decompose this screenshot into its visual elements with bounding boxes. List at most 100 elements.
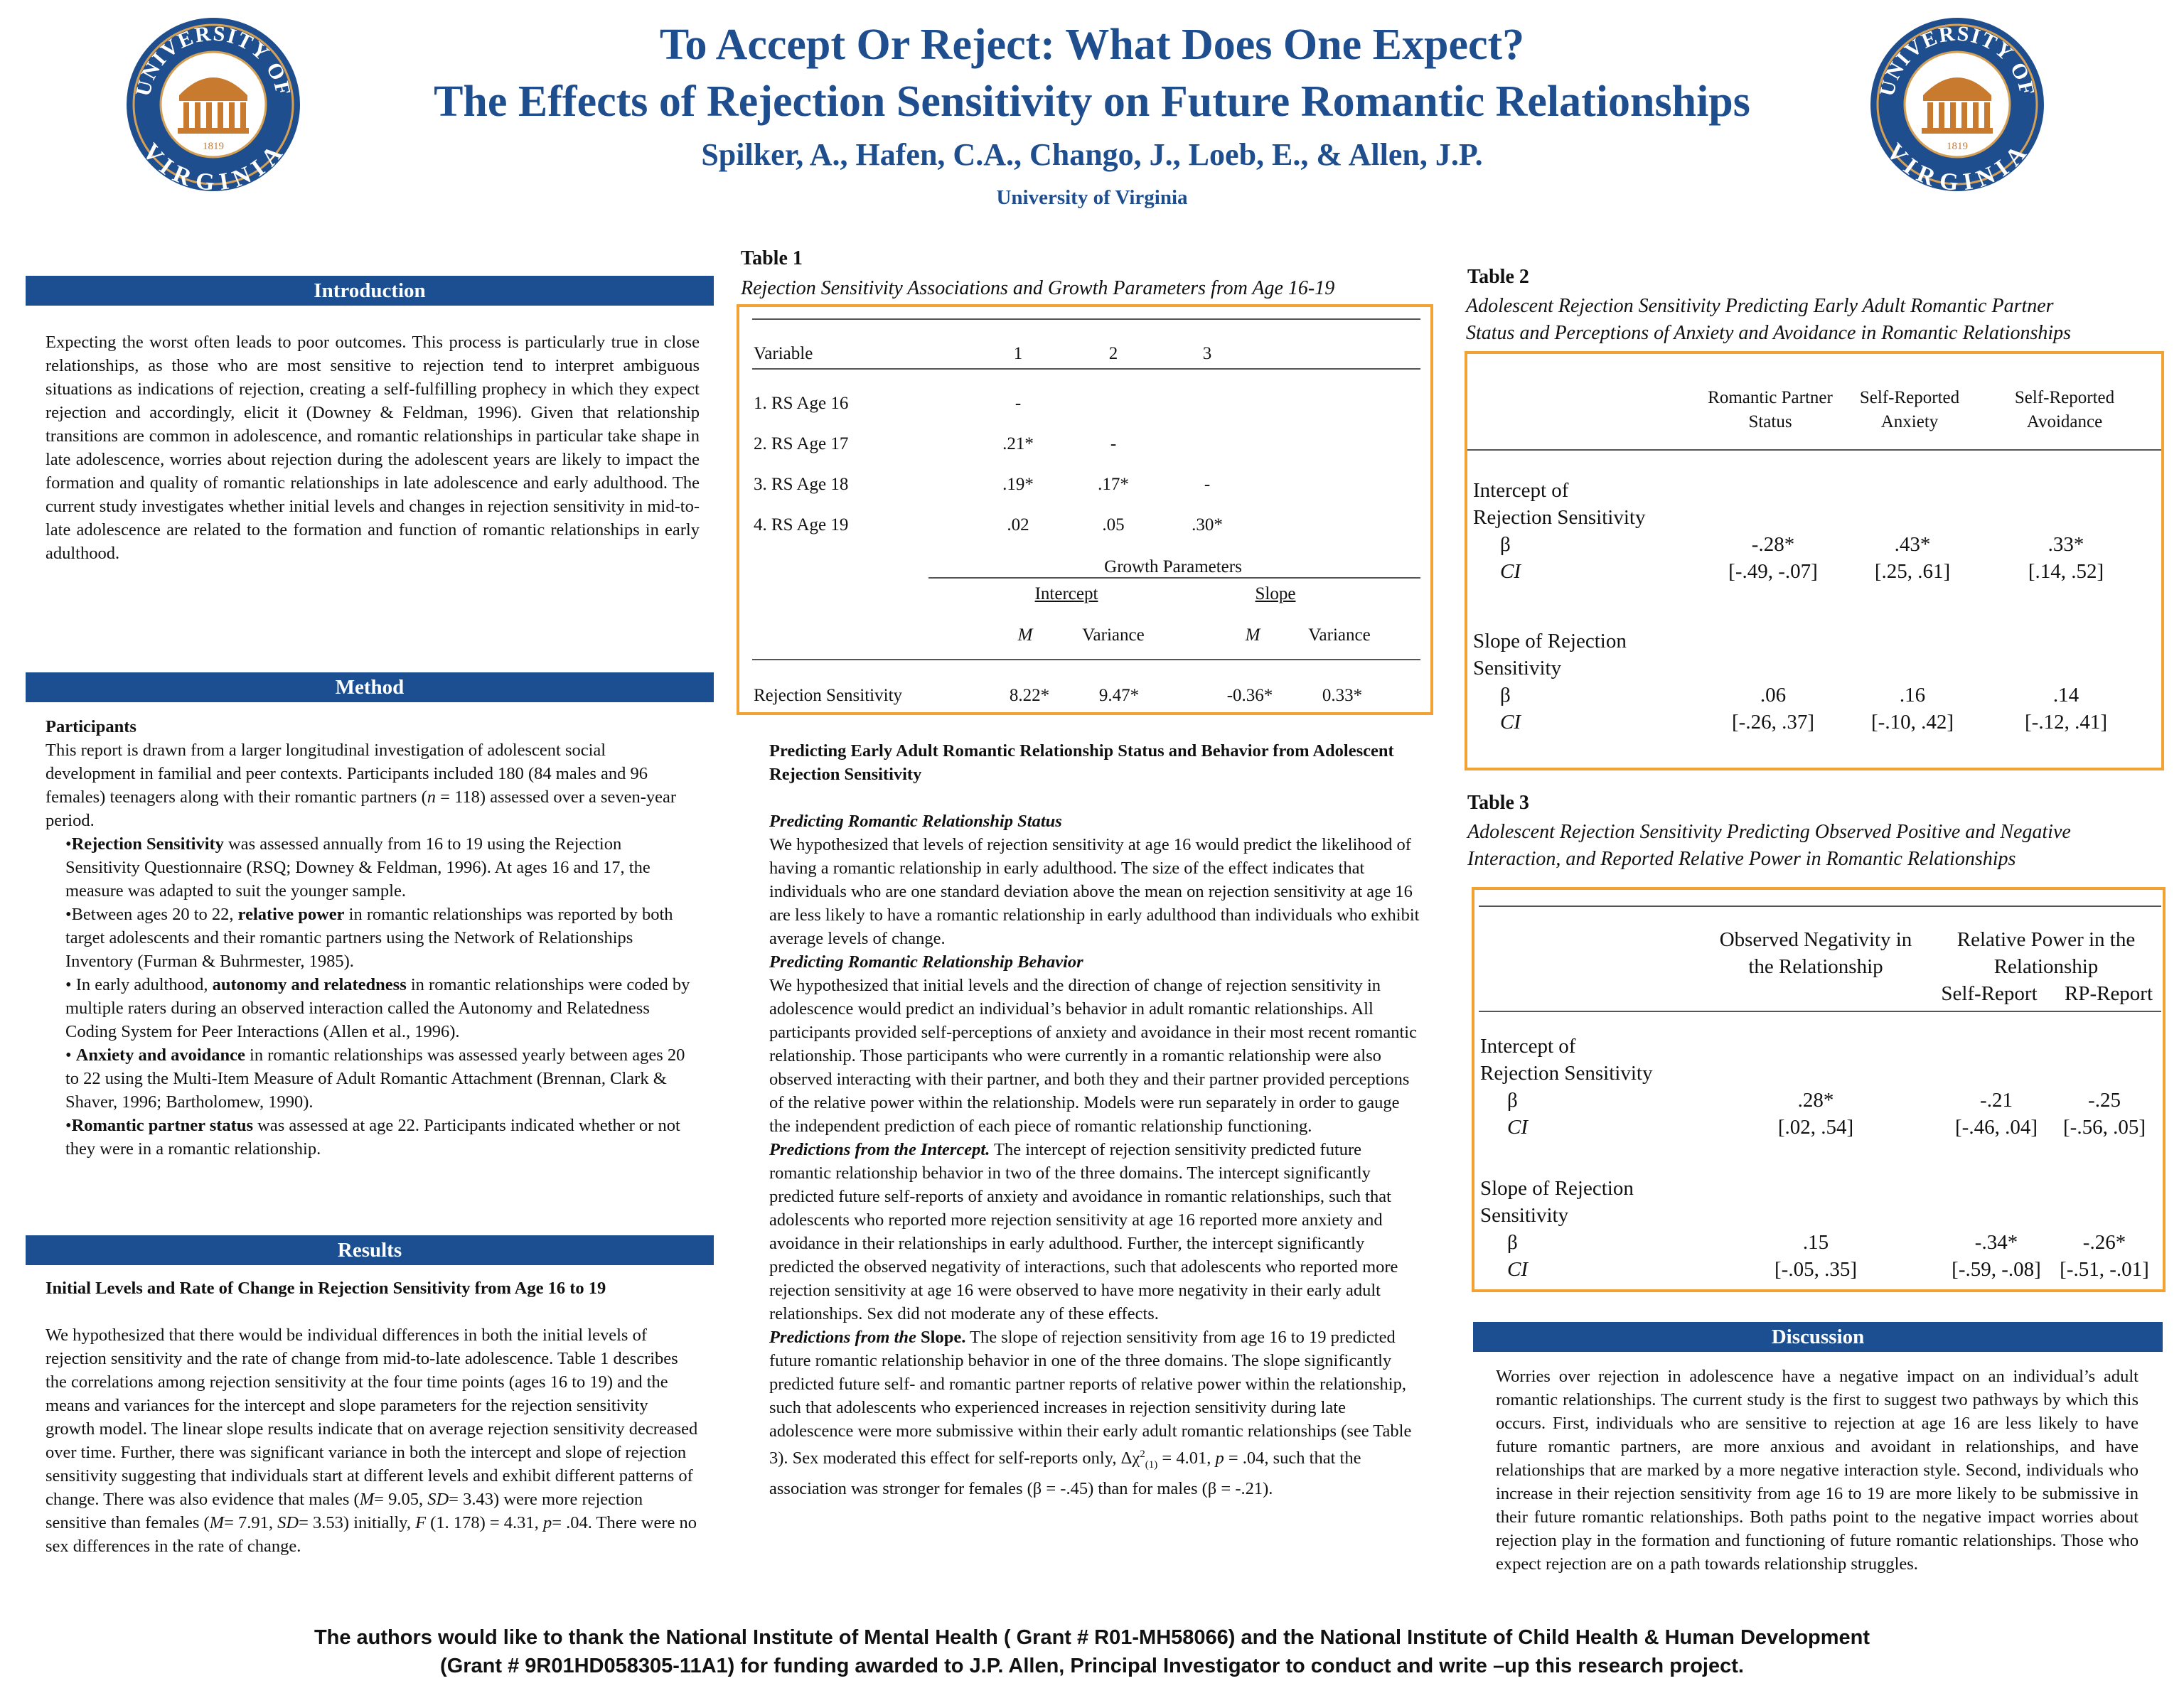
discussion-heading: Discussion: [1473, 1322, 2163, 1352]
table2-cell: .06: [1760, 684, 1787, 706]
table-rule: [928, 577, 1420, 579]
table2-row-label: Intercept of: [1473, 479, 1569, 502]
svg-text:1819: 1819: [203, 141, 224, 152]
table3-cell: [.02, .54]: [1777, 1116, 1854, 1139]
table2-cell: -.28*: [1751, 533, 1795, 556]
table3-row-label: Slope of Rejection: [1480, 1177, 1634, 1200]
poster-title-line2: The Effects of Rejection Sensitivity on …: [434, 77, 1750, 126]
ci-label: CI: [1507, 1258, 1528, 1281]
table1-row-label: 2. RS Age 17: [754, 434, 849, 453]
table2-col-header: Self-Reported: [1859, 388, 1960, 407]
table3: Observed Negativity in the Relationship …: [1472, 887, 2166, 1292]
table-rule: [752, 659, 1420, 660]
table1-cell: -: [1204, 475, 1211, 494]
table-rule: [1479, 1011, 2161, 1012]
table1: Variable 1 2 3 1. RS Age 16 - 2. RS Age …: [737, 304, 1433, 715]
table1-row-label: 4. RS Age 19: [754, 515, 849, 534]
intercept-header: Intercept: [1034, 584, 1098, 603]
rejection-sensitivity-row-label: Rejection Sensitivity: [754, 686, 903, 705]
behavior-text: We hypothesized that initial levels and …: [769, 976, 1417, 1136]
table3-cell: -.25: [2088, 1089, 2121, 1112]
table3-cell: -.34*: [1974, 1231, 2018, 1254]
participants-heading: Participants: [46, 717, 136, 736]
beta-label: β: [1500, 533, 1511, 556]
table2-cell: [.14, .52]: [2028, 560, 2104, 583]
ci-label: CI: [1507, 1116, 1528, 1139]
table1-cell: .30*: [1192, 515, 1223, 534]
table3-cell: .15: [1802, 1231, 1829, 1254]
status-text: We hypothesized that levels of rejection…: [769, 835, 1420, 948]
table3-subtitle-line1: Adolescent Rejection Sensitivity Predict…: [1467, 821, 2071, 843]
table2-cell: .14: [2052, 684, 2079, 706]
table3-cell: -.21: [1980, 1089, 2013, 1112]
table1-row-label: 3. RS Age 18: [754, 475, 849, 494]
table3-cell: [-.46, .04]: [1955, 1116, 2038, 1139]
table2-col-header: Status: [1748, 412, 1792, 431]
table2-row-label: Slope of Rejection: [1473, 630, 1627, 652]
table1-cell: .05: [1102, 515, 1125, 534]
table2-cell: [-.49, -.07]: [1728, 560, 1818, 583]
slope-text: Predictions from the Slope. The slope of…: [769, 1328, 1412, 1499]
table2-cell: .33*: [2048, 533, 2084, 556]
table3-col-header: Self-Report: [1941, 982, 2038, 1005]
table2-cell: [.25, .61]: [1874, 560, 1951, 583]
table2: Romantic Partner Status Self-Reported An…: [1465, 351, 2164, 770]
intercept-text: Predictions from the Intercept. The inte…: [769, 1140, 1398, 1323]
table1-cell: 9.47*: [1098, 686, 1140, 705]
method-bullet: •Between ages 20 to 22, relative power i…: [65, 905, 673, 971]
table2-subtitle-line1: Adolescent Rejection Sensitivity Predict…: [1466, 295, 2054, 317]
table-rule: [1467, 449, 2161, 451]
table3-cell: [-.59, -.08]: [1952, 1258, 2041, 1281]
table1-cell: 0.33*: [1322, 686, 1363, 705]
status-heading: Predicting Romantic Relationship Status: [769, 812, 1062, 831]
table3-row-label: Intercept of: [1480, 1035, 1576, 1058]
table1-cell: .17*: [1098, 475, 1129, 494]
mean-header: M: [1017, 625, 1033, 645]
table1-cell: .02: [1007, 515, 1029, 534]
table1-cell: 8.22*: [1009, 686, 1050, 705]
table2-cell: .16: [1899, 684, 1926, 706]
poster-title-line1: To Accept Or Reject: What Does One Expec…: [659, 21, 1525, 69]
table3-cell: .28*: [1797, 1089, 1834, 1112]
table2-title: Table 2: [1467, 266, 1529, 288]
table2-cell: [-.12, .41]: [2025, 711, 2107, 734]
table2-cell: [-.10, .42]: [1871, 711, 1954, 734]
table3-title: Table 3: [1467, 792, 1529, 814]
table2-cell: [-.26, .37]: [1732, 711, 1814, 734]
table3-cell: -.26*: [2082, 1231, 2126, 1254]
beta-label: β: [1507, 1231, 1518, 1254]
method-bullet: •Romantic partner status was assessed at…: [65, 1116, 680, 1159]
table3-col-header: RP-Report: [2064, 982, 2153, 1005]
university-logo-left: UNIVERSITY OF VIRGINIA 1819: [124, 16, 302, 196]
slope-header: Slope: [1255, 584, 1296, 603]
table2-col-header: Anxiety: [1880, 412, 1939, 431]
table3-cell: [-.51, -.01]: [2060, 1258, 2149, 1281]
results-subheading: Initial Levels and Rate of Change in Rej…: [46, 1279, 606, 1298]
method-bullet-list: •Rejection Sensitivity was assessed annu…: [46, 832, 692, 1161]
method-bullet: • Anxiety and avoidance in romantic rela…: [65, 1046, 685, 1112]
method-bullet: •Rejection Sensitivity was assessed annu…: [65, 834, 651, 901]
acknowledgment-line2: (Grant # 9R01HD058305-11A1) for funding …: [440, 1655, 1744, 1677]
poster-affiliation: University of Virginia: [996, 186, 1188, 209]
discussion-text: Worries over rejection in adolescence ha…: [1496, 1367, 2138, 1574]
table3-cell: [-.56, .05]: [2063, 1116, 2146, 1139]
table3-col-header: Relationship: [1993, 955, 2099, 978]
table3-row-label: Rejection Sensitivity: [1480, 1062, 1653, 1085]
svg-text:1819: 1819: [1947, 141, 1968, 152]
variance-header: Variance: [1082, 625, 1145, 645]
introduction-heading: Introduction: [26, 276, 714, 306]
method-heading: Method: [26, 672, 714, 702]
table2-col-header: Romantic Partner: [1708, 388, 1833, 407]
table1-cell: .19*: [1002, 475, 1034, 494]
table1-cell: .21*: [1002, 434, 1034, 453]
beta-label: β: [1507, 1089, 1518, 1112]
poster-authors: Spilker, A., Hafen, C.A., Chango, J., Lo…: [701, 137, 1483, 172]
table1-title: Table 1: [741, 247, 803, 269]
method-section: Participants This report is drawn from a…: [46, 715, 692, 1161]
ci-label: CI: [1500, 711, 1521, 734]
table3-col-header: Relative Power in the: [1956, 928, 2136, 951]
table1-cell: -: [1015, 394, 1022, 413]
table1-col-header: 3: [1202, 344, 1212, 363]
table1-col-header: Variable: [754, 344, 813, 363]
table2-row-label: Sensitivity: [1473, 657, 1562, 679]
